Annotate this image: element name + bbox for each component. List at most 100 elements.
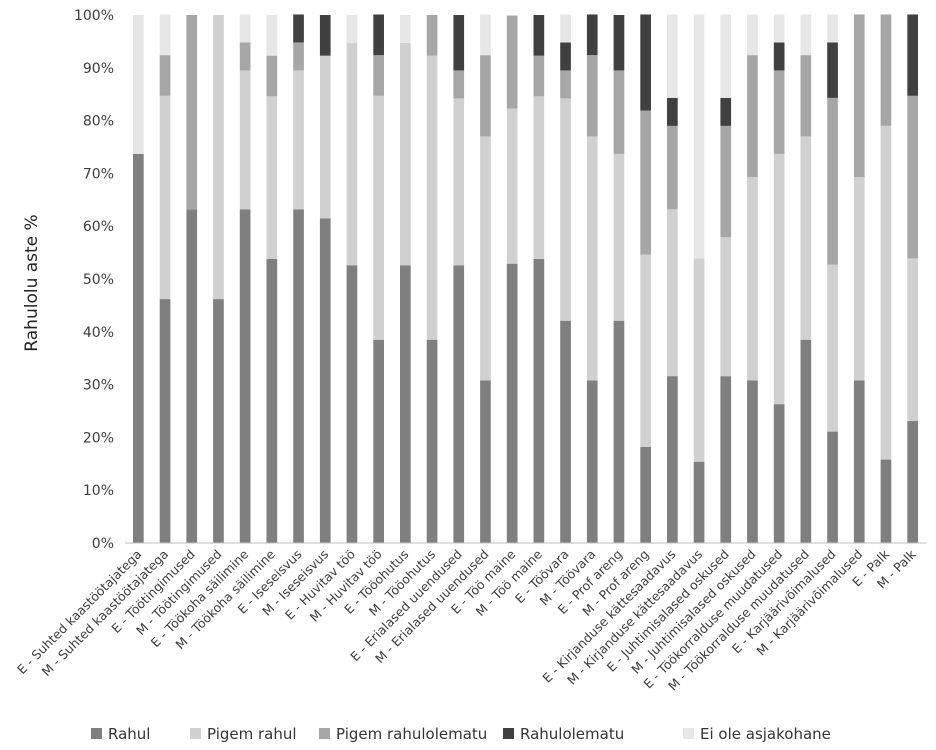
bar-segment xyxy=(853,14,865,178)
bar-segment xyxy=(346,265,358,543)
bar-segment xyxy=(880,459,892,543)
bar-segment xyxy=(667,97,678,126)
bar-segment xyxy=(426,55,438,340)
bar-segment xyxy=(159,95,171,300)
bar-segment xyxy=(266,258,278,543)
bar-segment xyxy=(667,14,678,98)
bar-segment xyxy=(426,15,438,56)
legend-label: Pigem rahul xyxy=(207,725,297,743)
bar-segment xyxy=(640,14,651,111)
bar-segment xyxy=(907,421,918,543)
bar-segment xyxy=(293,70,304,210)
bar-segment xyxy=(239,209,251,543)
y-tick-label: 70% xyxy=(83,166,114,182)
bar-segment xyxy=(827,264,838,432)
y-axis-ticks: 0% 10% 20% 30% 40% 50% 60% 70% 80% 90% 100% xyxy=(74,8,114,552)
bar-segment xyxy=(346,42,358,266)
bar-segment xyxy=(159,14,171,56)
y-tick-label: 80% xyxy=(83,114,114,130)
bar-segment xyxy=(533,96,545,259)
bar-segment xyxy=(693,258,705,462)
y-axis-title: Rahulolu aste % xyxy=(22,214,42,351)
bar-segment xyxy=(853,380,865,543)
y-tick-label: 30% xyxy=(83,378,114,394)
bar-segment xyxy=(640,446,651,543)
bar-segment xyxy=(373,339,384,543)
bar-segment xyxy=(266,15,278,56)
bar-segment xyxy=(400,265,411,543)
bar-segment xyxy=(586,380,598,543)
bar-segment xyxy=(319,15,331,56)
bar-segment xyxy=(907,14,918,96)
bar-segment xyxy=(586,14,598,56)
bar-segment xyxy=(667,125,678,210)
bar-segment xyxy=(266,55,278,97)
bar-segment xyxy=(186,209,198,543)
bar-segment xyxy=(907,258,918,422)
bar-segment xyxy=(747,55,758,178)
y-tick-label: 60% xyxy=(83,219,114,235)
bar-segment xyxy=(159,55,171,96)
bar-segment xyxy=(480,55,491,137)
bar-segment xyxy=(800,14,812,56)
legend-swatch xyxy=(319,728,330,739)
bar-segment xyxy=(400,15,411,43)
bar-segment xyxy=(159,299,171,543)
bar-segment xyxy=(319,218,331,543)
bar-segment xyxy=(720,125,732,238)
y-tick-label: 0% xyxy=(92,536,114,552)
bar-segment xyxy=(720,376,732,543)
y-tick-label: 10% xyxy=(83,483,114,499)
bar-segment xyxy=(613,320,625,543)
bar-segment xyxy=(613,70,625,154)
y-tick-label: 90% xyxy=(83,61,114,77)
bar-stacks xyxy=(133,14,918,543)
bar-segment xyxy=(239,14,251,43)
bar-segment xyxy=(720,237,732,377)
bar-segment xyxy=(373,95,384,340)
bar-segment xyxy=(133,153,144,543)
bar-segment xyxy=(480,380,491,543)
bar-segment xyxy=(773,14,785,43)
bar-segment xyxy=(720,14,732,98)
bar-segment xyxy=(586,55,598,137)
bar-segment xyxy=(747,177,758,381)
bar-segment xyxy=(773,404,785,543)
bar-segment xyxy=(400,42,411,266)
bar-segment xyxy=(319,55,331,219)
bar-segment xyxy=(800,136,812,340)
bar-segment xyxy=(907,95,918,259)
y-tick-label: 20% xyxy=(83,430,114,446)
bar-segment xyxy=(773,153,785,405)
bar-segment xyxy=(773,70,785,154)
bar-segment xyxy=(827,14,838,43)
bar-segment xyxy=(213,299,224,543)
bar-segment xyxy=(880,14,892,126)
bar-segment xyxy=(613,153,625,321)
bar-segment xyxy=(266,96,278,259)
bar-segment xyxy=(800,339,812,543)
bar-segment xyxy=(133,15,144,154)
y-tick-label: 40% xyxy=(83,325,114,341)
bar-segment xyxy=(773,42,785,71)
bar-segment xyxy=(667,376,678,543)
bar-segment xyxy=(827,97,838,265)
bar-segment xyxy=(506,263,518,543)
bar-segment xyxy=(426,339,438,543)
legend-swatch xyxy=(683,728,694,739)
bar-segment xyxy=(453,98,465,266)
legend-label: Rahul xyxy=(108,725,150,743)
bar-segment xyxy=(239,70,251,210)
bar-segment xyxy=(560,14,571,43)
bar-segment xyxy=(373,55,384,96)
bar-segment xyxy=(560,70,571,99)
bar-segment xyxy=(453,265,465,543)
bar-segment xyxy=(693,14,705,259)
legend: Rahul Pigem rahul Pigem rahulolematu Rahulo… xyxy=(91,725,831,743)
bar-segment xyxy=(293,14,304,43)
bar-segment xyxy=(506,108,518,264)
bar-segment xyxy=(453,70,465,99)
bar-segment xyxy=(827,42,838,98)
y-tick-label: 100% xyxy=(74,8,114,24)
